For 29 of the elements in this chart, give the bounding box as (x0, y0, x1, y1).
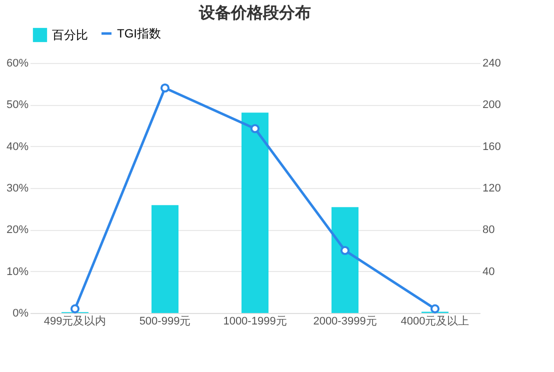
bar (242, 112, 268, 313)
y-tick-label: 10% (6, 266, 29, 278)
y-tick-label: 50% (6, 99, 29, 112)
y-tick-label: 30% (6, 182, 29, 194)
y2-tick-label: 200 (482, 99, 501, 112)
x-tick-label: 1000-1999元 (223, 316, 287, 328)
y2-tick-label: 80 (482, 224, 495, 236)
y-tick-label: 20% (6, 224, 29, 236)
x-tick-label: 499元及以内 (44, 314, 106, 328)
legend-label: TGI指数 (117, 26, 161, 40)
legend-label: 百分比 (52, 28, 88, 42)
bar (152, 205, 178, 313)
y2-tick-label: 160 (482, 140, 501, 153)
y2-tick-label: 40 (482, 266, 495, 278)
y-tick-label: 40% (6, 140, 29, 153)
point (70, 304, 80, 314)
x-tick-label: 2000-3999元 (313, 316, 377, 328)
point (430, 304, 440, 314)
point (340, 246, 350, 256)
y-tick-label: 0% (12, 308, 29, 320)
bar (332, 207, 358, 313)
y-tick-label: 60% (6, 58, 29, 70)
x-tick-label: 500-999元 (139, 316, 191, 328)
chart-title: 设备价格段分布 (198, 4, 311, 22)
y2-tick-label: 240 (482, 58, 501, 70)
y2-tick-label: 120 (482, 182, 501, 194)
point (250, 124, 260, 134)
point (160, 83, 170, 93)
x-tick-label: 4000元及以上 (400, 314, 470, 328)
